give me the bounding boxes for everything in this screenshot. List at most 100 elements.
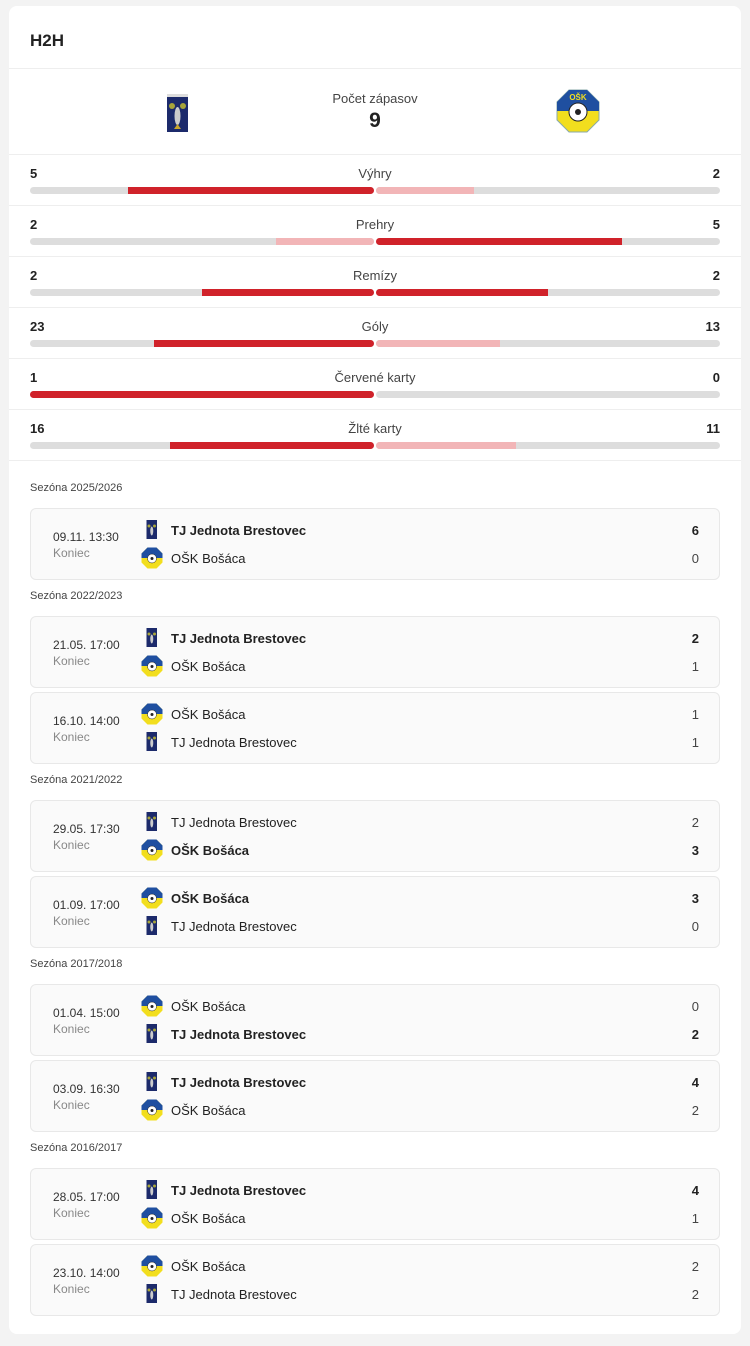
- stat-away-value: 11: [706, 421, 720, 436]
- team-score: 2: [691, 814, 699, 830]
- team-name: OŠK Bošáca: [171, 842, 250, 858]
- stat-away-fill: [376, 289, 548, 296]
- stat-away-bar: [376, 442, 720, 449]
- season-label: Sezóna 2022/2023: [30, 590, 123, 602]
- bosaca-crest-icon: OŠK: [556, 89, 600, 138]
- match-item[interactable]: 09.11. 13:30 Koniec TJ Jednota Brestovec…: [30, 508, 720, 580]
- bosaca-crest-icon: [141, 995, 163, 1017]
- match-item[interactable]: 16.10. 14:00 Koniec OŠK Bošáca 1 TJ Jedno…: [30, 692, 720, 764]
- stat-home-bar: [30, 391, 374, 398]
- bosaca-crest-icon: [141, 547, 163, 569]
- match-team-row: TJ Jednota Brestovec 4: [141, 1180, 699, 1200]
- team-name: OŠK Bošáca: [171, 706, 246, 722]
- team-score: 2: [691, 1286, 699, 1302]
- match-team-row: OŠK Bošáca 2: [141, 1099, 699, 1121]
- stat-home-fill: [275, 238, 374, 245]
- stat-home-value: 23: [30, 319, 45, 334]
- match-count: Počet zápasov 9: [9, 91, 741, 133]
- stat-home-value: 16: [30, 421, 45, 436]
- match-date: 01.04. 15:00: [53, 1006, 120, 1020]
- brestovec-crest-icon: [141, 628, 163, 648]
- match-team-row: OŠK Bošáca 1: [141, 703, 699, 725]
- bosaca-crest-icon: [141, 655, 163, 677]
- match-item[interactable]: 01.04. 15:00 Koniec OŠK Bošáca 0 TJ Jedno…: [30, 984, 720, 1056]
- stat-row: 1 Červené karty 0: [9, 359, 741, 410]
- stat-away-fill: [376, 238, 622, 245]
- match-team-row: TJ Jednota Brestovec 0: [141, 916, 699, 936]
- team-name: TJ Jednota Brestovec: [171, 522, 307, 538]
- stat-away-value: 13: [705, 319, 720, 334]
- stat-home-fill: [154, 340, 374, 347]
- match-status: Koniec: [53, 1206, 90, 1220]
- team-name: OŠK Bošáca: [171, 1258, 246, 1274]
- stat-away-fill: [376, 442, 517, 449]
- team-name: OŠK Bošáca: [171, 1102, 246, 1118]
- match-status: Koniec: [53, 730, 90, 744]
- season-label: Sezóna 2025/2026: [30, 482, 123, 494]
- match-team-row: OŠK Bošáca 1: [141, 655, 699, 677]
- match-count-label: Počet zápasov: [332, 91, 418, 106]
- team-score: 2: [691, 1102, 699, 1118]
- brestovec-crest-icon: [158, 94, 198, 139]
- match-team-row: TJ Jednota Brestovec 6: [141, 520, 699, 540]
- brestovec-crest-icon: [141, 1284, 163, 1304]
- team-name: TJ Jednota Brestovec: [171, 1026, 307, 1042]
- team-name: OŠK Bošáca: [171, 1210, 246, 1226]
- stat-home-bar: [30, 289, 374, 296]
- match-history: Sezóna 2025/2026 09.11. 13:30 Koniec TJ …: [9, 461, 741, 1316]
- stat-label: Žlté karty: [348, 421, 402, 436]
- bosaca-crest-icon: [141, 839, 163, 861]
- match-status: Koniec: [53, 914, 90, 928]
- match-item[interactable]: 03.09. 16:30 Koniec TJ Jednota Brestovec…: [30, 1060, 720, 1132]
- team-name: TJ Jednota Brestovec: [171, 1182, 307, 1198]
- team-score: 6: [691, 522, 699, 538]
- team-score: 4: [691, 1074, 699, 1090]
- stat-away-fill: [376, 187, 475, 194]
- match-status: Koniec: [53, 546, 90, 560]
- stat-row: 23 Góly 13: [9, 308, 741, 359]
- stat-label: Góly: [361, 319, 389, 334]
- team-name: OŠK Bošáca: [171, 890, 250, 906]
- stat-home-value: 2: [30, 217, 38, 232]
- h2h-card: H2H Počet zápasov 9 OŠK 5 Výhry 2 2 Preh…: [9, 6, 741, 1334]
- season-label: Sezóna 2021/2022: [30, 774, 123, 786]
- match-item[interactable]: 23.10. 14:00 Koniec OŠK Bošáca 2 TJ Jedno…: [30, 1244, 720, 1316]
- bosaca-crest-icon: [141, 1207, 163, 1229]
- teams-header: Počet zápasov 9 OŠK: [9, 69, 741, 155]
- brestovec-crest-icon: [141, 520, 163, 540]
- match-date: 09.11. 13:30: [53, 530, 119, 544]
- stat-label: Prehry: [355, 217, 395, 232]
- stat-away-value: 5: [712, 217, 720, 232]
- stat-home-value: 5: [30, 166, 38, 181]
- stat-away-bar: [376, 238, 720, 245]
- team-score: 1: [691, 734, 699, 750]
- match-team-row: TJ Jednota Brestovec 2: [141, 812, 699, 832]
- stat-home-fill: [170, 442, 374, 449]
- season-label: Sezóna 2016/2017: [30, 1142, 123, 1154]
- match-item[interactable]: 29.05. 17:30 Koniec TJ Jednota Brestovec…: [30, 800, 720, 872]
- match-date: 16.10. 14:00: [53, 714, 120, 728]
- stat-away-bar: [376, 289, 720, 296]
- stat-label: Remízy: [352, 268, 398, 283]
- match-date: 28.05. 17:00: [53, 1190, 120, 1204]
- stat-away-bar: [376, 391, 720, 398]
- match-item[interactable]: 01.09. 17:00 Koniec OŠK Bošáca 3 TJ Jedno…: [30, 876, 720, 948]
- stat-away-value: 2: [712, 268, 720, 283]
- brestovec-crest-icon: [141, 732, 163, 752]
- stat-row: 5 Výhry 2: [9, 155, 741, 206]
- match-item[interactable]: 28.05. 17:00 Koniec TJ Jednota Brestovec…: [30, 1168, 720, 1240]
- bosaca-crest-icon: [141, 1099, 163, 1121]
- bosaca-crest-icon: [141, 1255, 163, 1277]
- match-status: Koniec: [53, 1282, 90, 1296]
- team-name: TJ Jednota Brestovec: [171, 1074, 307, 1090]
- bosaca-crest-icon: [141, 887, 163, 909]
- stat-home-value: 1: [30, 370, 38, 385]
- match-team-row: OŠK Bošáca 3: [141, 839, 699, 861]
- match-item[interactable]: 21.05. 17:00 Koniec TJ Jednota Brestovec…: [30, 616, 720, 688]
- match-team-row: OŠK Bošáca 0: [141, 995, 699, 1017]
- match-count-value: 9: [369, 109, 381, 132]
- team-score: 0: [691, 998, 699, 1014]
- team-score: 2: [691, 1258, 699, 1274]
- match-status: Koniec: [53, 654, 90, 668]
- match-date: 01.09. 17:00: [53, 898, 120, 912]
